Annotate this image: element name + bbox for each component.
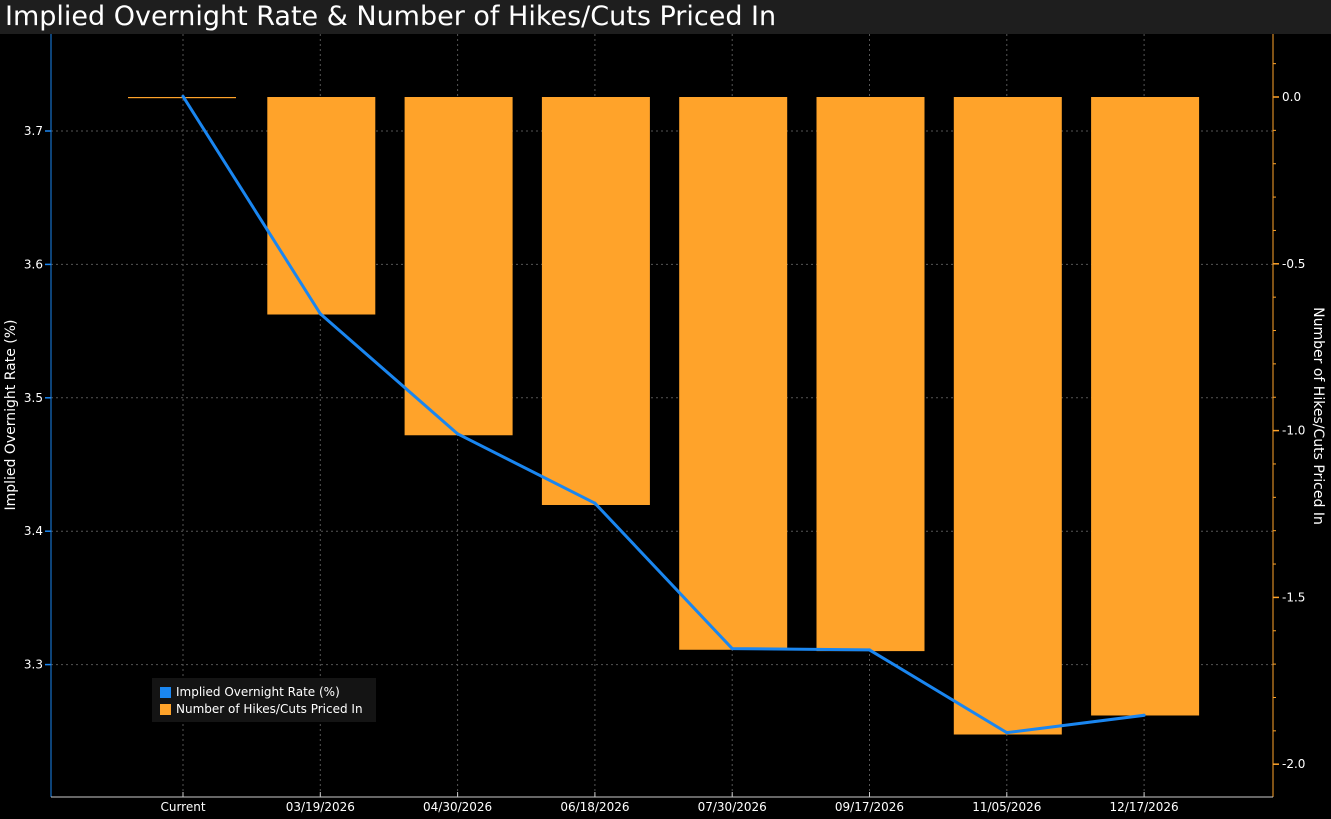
y-tick-label-left: 3.7 <box>24 124 43 138</box>
rate-point-04/30/2026 <box>456 432 460 436</box>
x-tick-label-12/17/2026: 12/17/2026 <box>1110 800 1179 814</box>
bar-Current <box>128 97 236 99</box>
legend-swatch-rate <box>160 686 171 698</box>
y-axis-left-title: Implied Overnight Rate (%) <box>3 319 19 510</box>
x-tick-label-Current: Current <box>160 800 205 814</box>
bar-09/17/2026 <box>816 97 925 652</box>
line-series <box>181 94 1146 735</box>
y-tick-label-right: -1.5 <box>1282 590 1305 604</box>
x-tick-label-09/17/2026: 09/17/2026 <box>835 800 904 814</box>
chart-legend: Implied Overnight Rate (%) Number of Hik… <box>152 678 376 722</box>
x-tick-label-11/05/2026: 11/05/2026 <box>972 800 1041 814</box>
y-tick-label-right: -1.0 <box>1282 424 1305 438</box>
axes: 3.3 3.4 3.5 3.6 3.7 0.0 -0.5 -1.0 -1.5 -2.0 Curren… <box>24 34 1305 814</box>
bar-11/05/2026 <box>953 97 1062 735</box>
rate-point-09/17/2026 <box>868 648 871 652</box>
y-tick-label-left: 3.4 <box>24 524 43 538</box>
bar-03/19/2026 <box>267 97 376 315</box>
x-tick-label-04/30/2026: 04/30/2026 <box>423 800 492 814</box>
rate-point-11/05/2026 <box>1005 731 1009 735</box>
y-tick-label-right: -0.5 <box>1282 257 1305 271</box>
bar-series <box>128 97 1200 735</box>
legend-item-rate: Implied Overnight Rate (%) <box>160 684 340 700</box>
bar-04/30/2026 <box>404 97 513 436</box>
y-tick-label-left: 3.5 <box>24 391 43 405</box>
rate-point-Current <box>181 94 185 98</box>
title-bar: Implied Overnight Rate & Number of Hikes… <box>0 0 1331 34</box>
y-axis-right-title: Number of Hikes/Cuts Priced In <box>1310 307 1326 525</box>
y-tick-label-left: 3.3 <box>24 658 43 672</box>
legend-swatch-hikes <box>160 703 171 715</box>
rate-point-03/19/2026 <box>318 312 322 316</box>
rate-point-07/30/2026 <box>730 647 734 651</box>
x-tick-label-06/18/2026: 06/18/2026 <box>560 800 629 814</box>
rate-line <box>181 94 1146 735</box>
rate-point-12/17/2026 <box>1142 713 1146 717</box>
bar-06/18/2026 <box>541 97 650 505</box>
legend-label-rate: Implied Overnight Rate (%) <box>176 685 340 699</box>
bar-12/17/2026 <box>1091 97 1200 716</box>
legend-label-hikes: Number of Hikes/Cuts Priced In <box>176 702 363 716</box>
bar-07/30/2026 <box>679 97 788 650</box>
x-tick-label-03/19/2026: 03/19/2026 <box>286 800 355 814</box>
rate-point-06/18/2026 <box>593 501 597 505</box>
y-tick-label-right: -2.0 <box>1282 757 1305 771</box>
legend-item-hikes: Number of Hikes/Cuts Priced In <box>160 701 363 717</box>
x-tick-label-07/30/2026: 07/30/2026 <box>698 800 767 814</box>
y-tick-label-left: 3.6 <box>24 257 43 271</box>
chart-title: Implied Overnight Rate & Number of Hikes… <box>5 1 777 32</box>
y-tick-label-right: 0.0 <box>1282 90 1301 104</box>
